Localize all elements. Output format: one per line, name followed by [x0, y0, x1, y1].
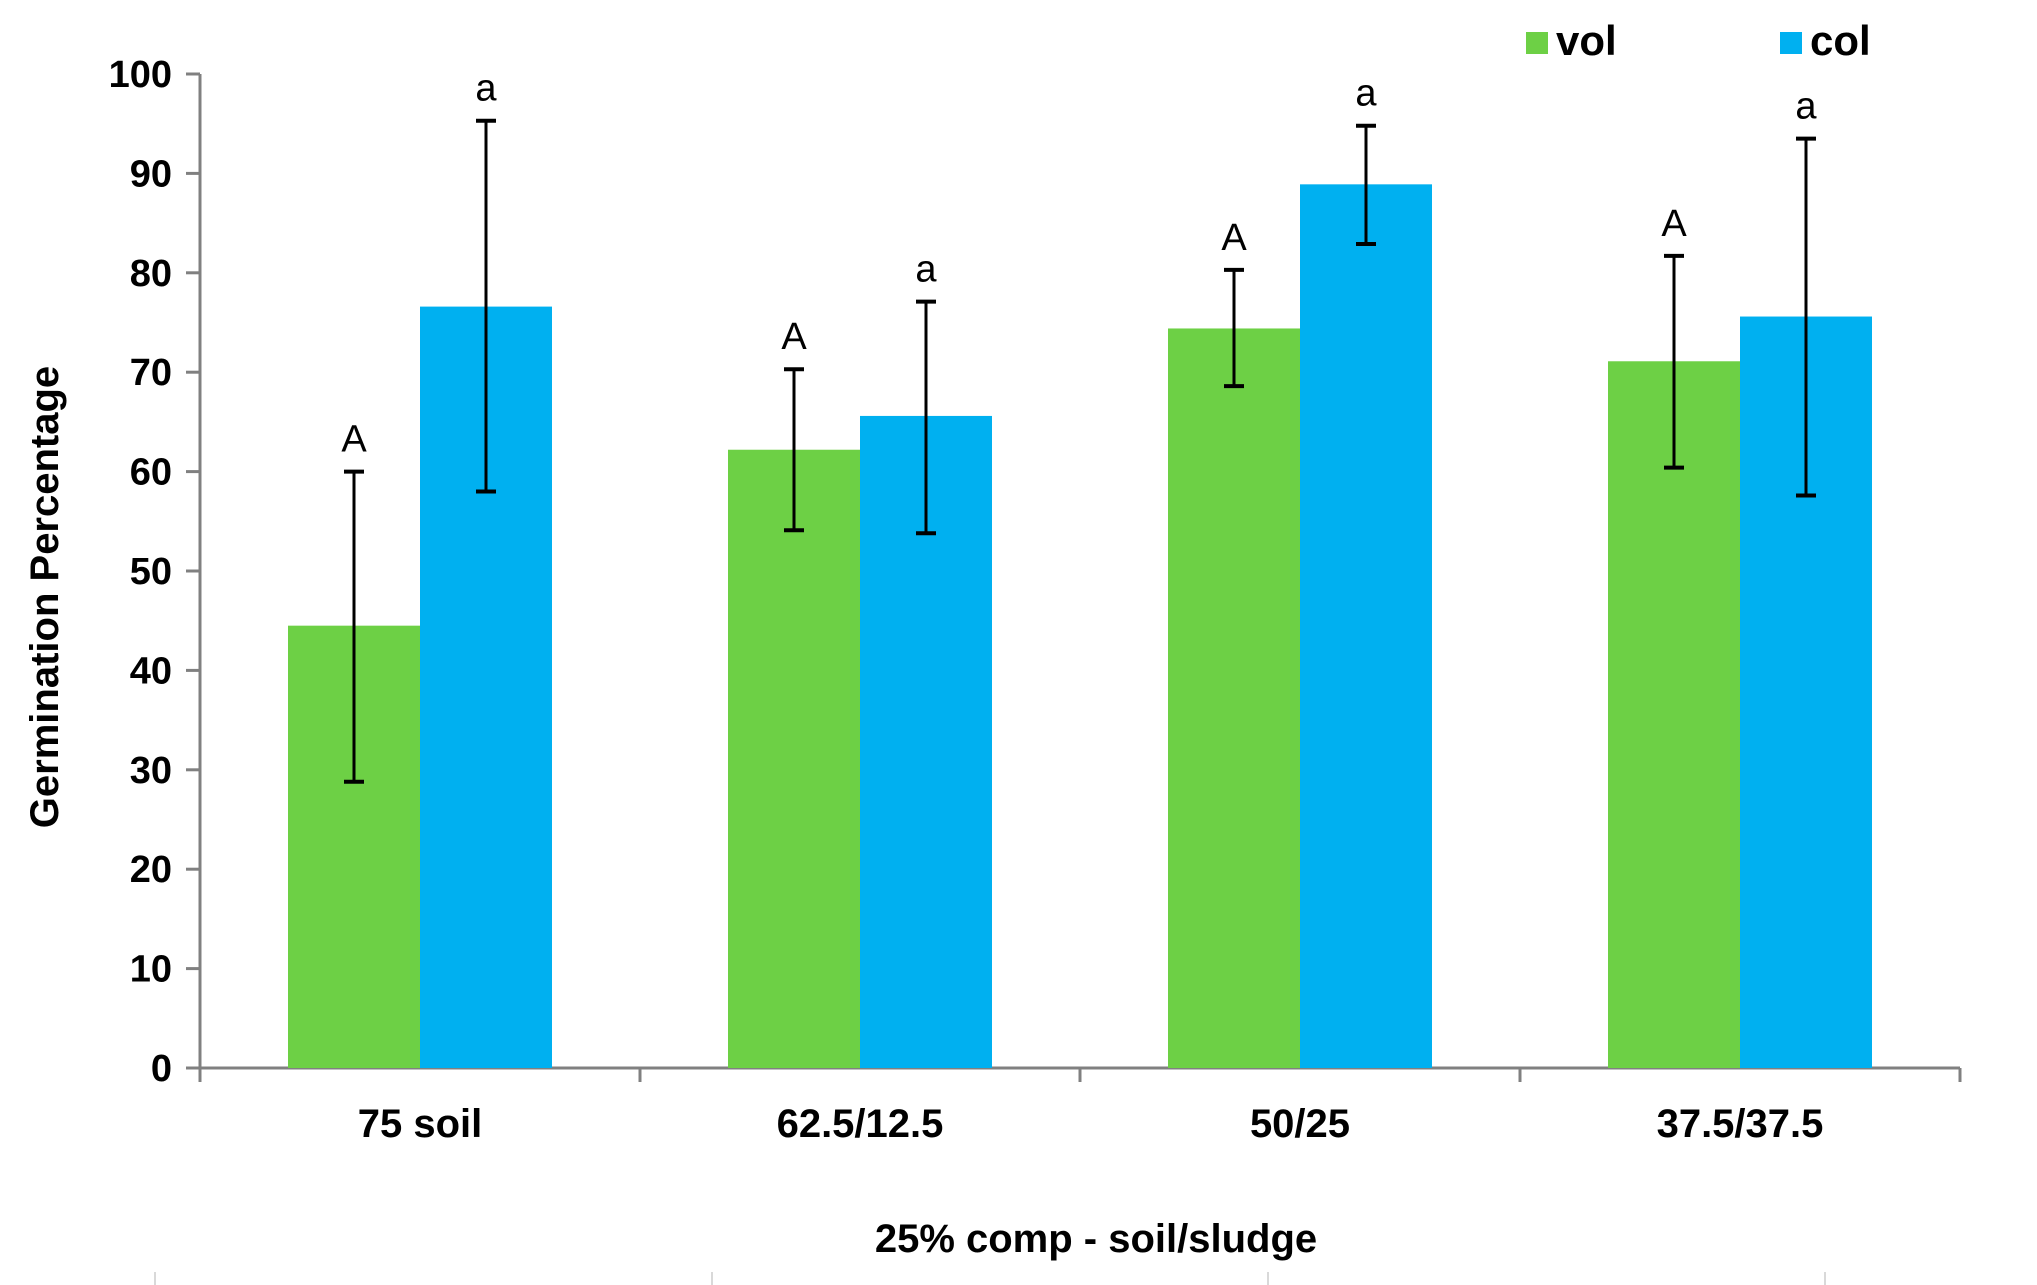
legend-label-vol: vol — [1556, 17, 1617, 64]
y-tick-label: 30 — [130, 750, 172, 792]
significance-labels: A A A Aa a a a — [341, 68, 1817, 461]
bar-col — [1300, 184, 1432, 1069]
y-tick-label: 80 — [130, 253, 172, 295]
y-tick-label: 70 — [130, 352, 172, 394]
y-tick-label: 20 — [130, 849, 172, 891]
bottom-decorative-ticks — [154, 1272, 1826, 1285]
y-tick-label: 90 — [130, 153, 172, 195]
significance-label-vol: A — [1221, 217, 1247, 259]
category-label: 37.5/37.5 — [1657, 1102, 1824, 1146]
error-bars — [344, 118, 1816, 784]
category-label: 50/25 — [1250, 1102, 1350, 1146]
x-ticks — [198, 1068, 1962, 1082]
y-axis-title: Germination Percentage — [23, 366, 67, 828]
significance-label-vol: A — [1661, 203, 1687, 245]
y-ticks: 0 10 20 30 40 50 60 70 80 90 100 — [109, 54, 200, 1090]
legend-swatch-col — [1780, 32, 1802, 54]
y-tick-label: 60 — [130, 452, 172, 494]
y-tick-label: 50 — [130, 551, 172, 593]
significance-label-col: a — [475, 68, 497, 110]
legend: vol col — [1526, 17, 1871, 64]
legend-swatch-vol — [1526, 32, 1548, 54]
y-tick-label: 0 — [151, 1048, 172, 1090]
bar-vol — [728, 449, 860, 1068]
y-tick-label: 40 — [130, 650, 172, 692]
category-label: 62.5/12.5 — [777, 1102, 944, 1146]
bar-vol — [1608, 361, 1740, 1068]
category-label: 75 soil — [358, 1102, 483, 1146]
bar-vol — [1168, 328, 1300, 1068]
significance-label-col: a — [1795, 86, 1817, 128]
bars — [288, 184, 1872, 1069]
significance-label-col: a — [1355, 73, 1377, 115]
significance-label-vol: A — [781, 316, 807, 358]
category-labels: 75 soil 62.5/12.5 50/25 37.5/37.5 — [358, 1102, 1824, 1146]
significance-label-col: a — [915, 249, 937, 291]
y-tick-label: 100 — [109, 54, 172, 96]
y-tick-label: 10 — [130, 949, 172, 991]
legend-label-col: col — [1810, 17, 1871, 64]
x-axis-title: 25% comp - soil/sludge — [875, 1217, 1317, 1261]
significance-label-vol: A — [341, 419, 367, 461]
